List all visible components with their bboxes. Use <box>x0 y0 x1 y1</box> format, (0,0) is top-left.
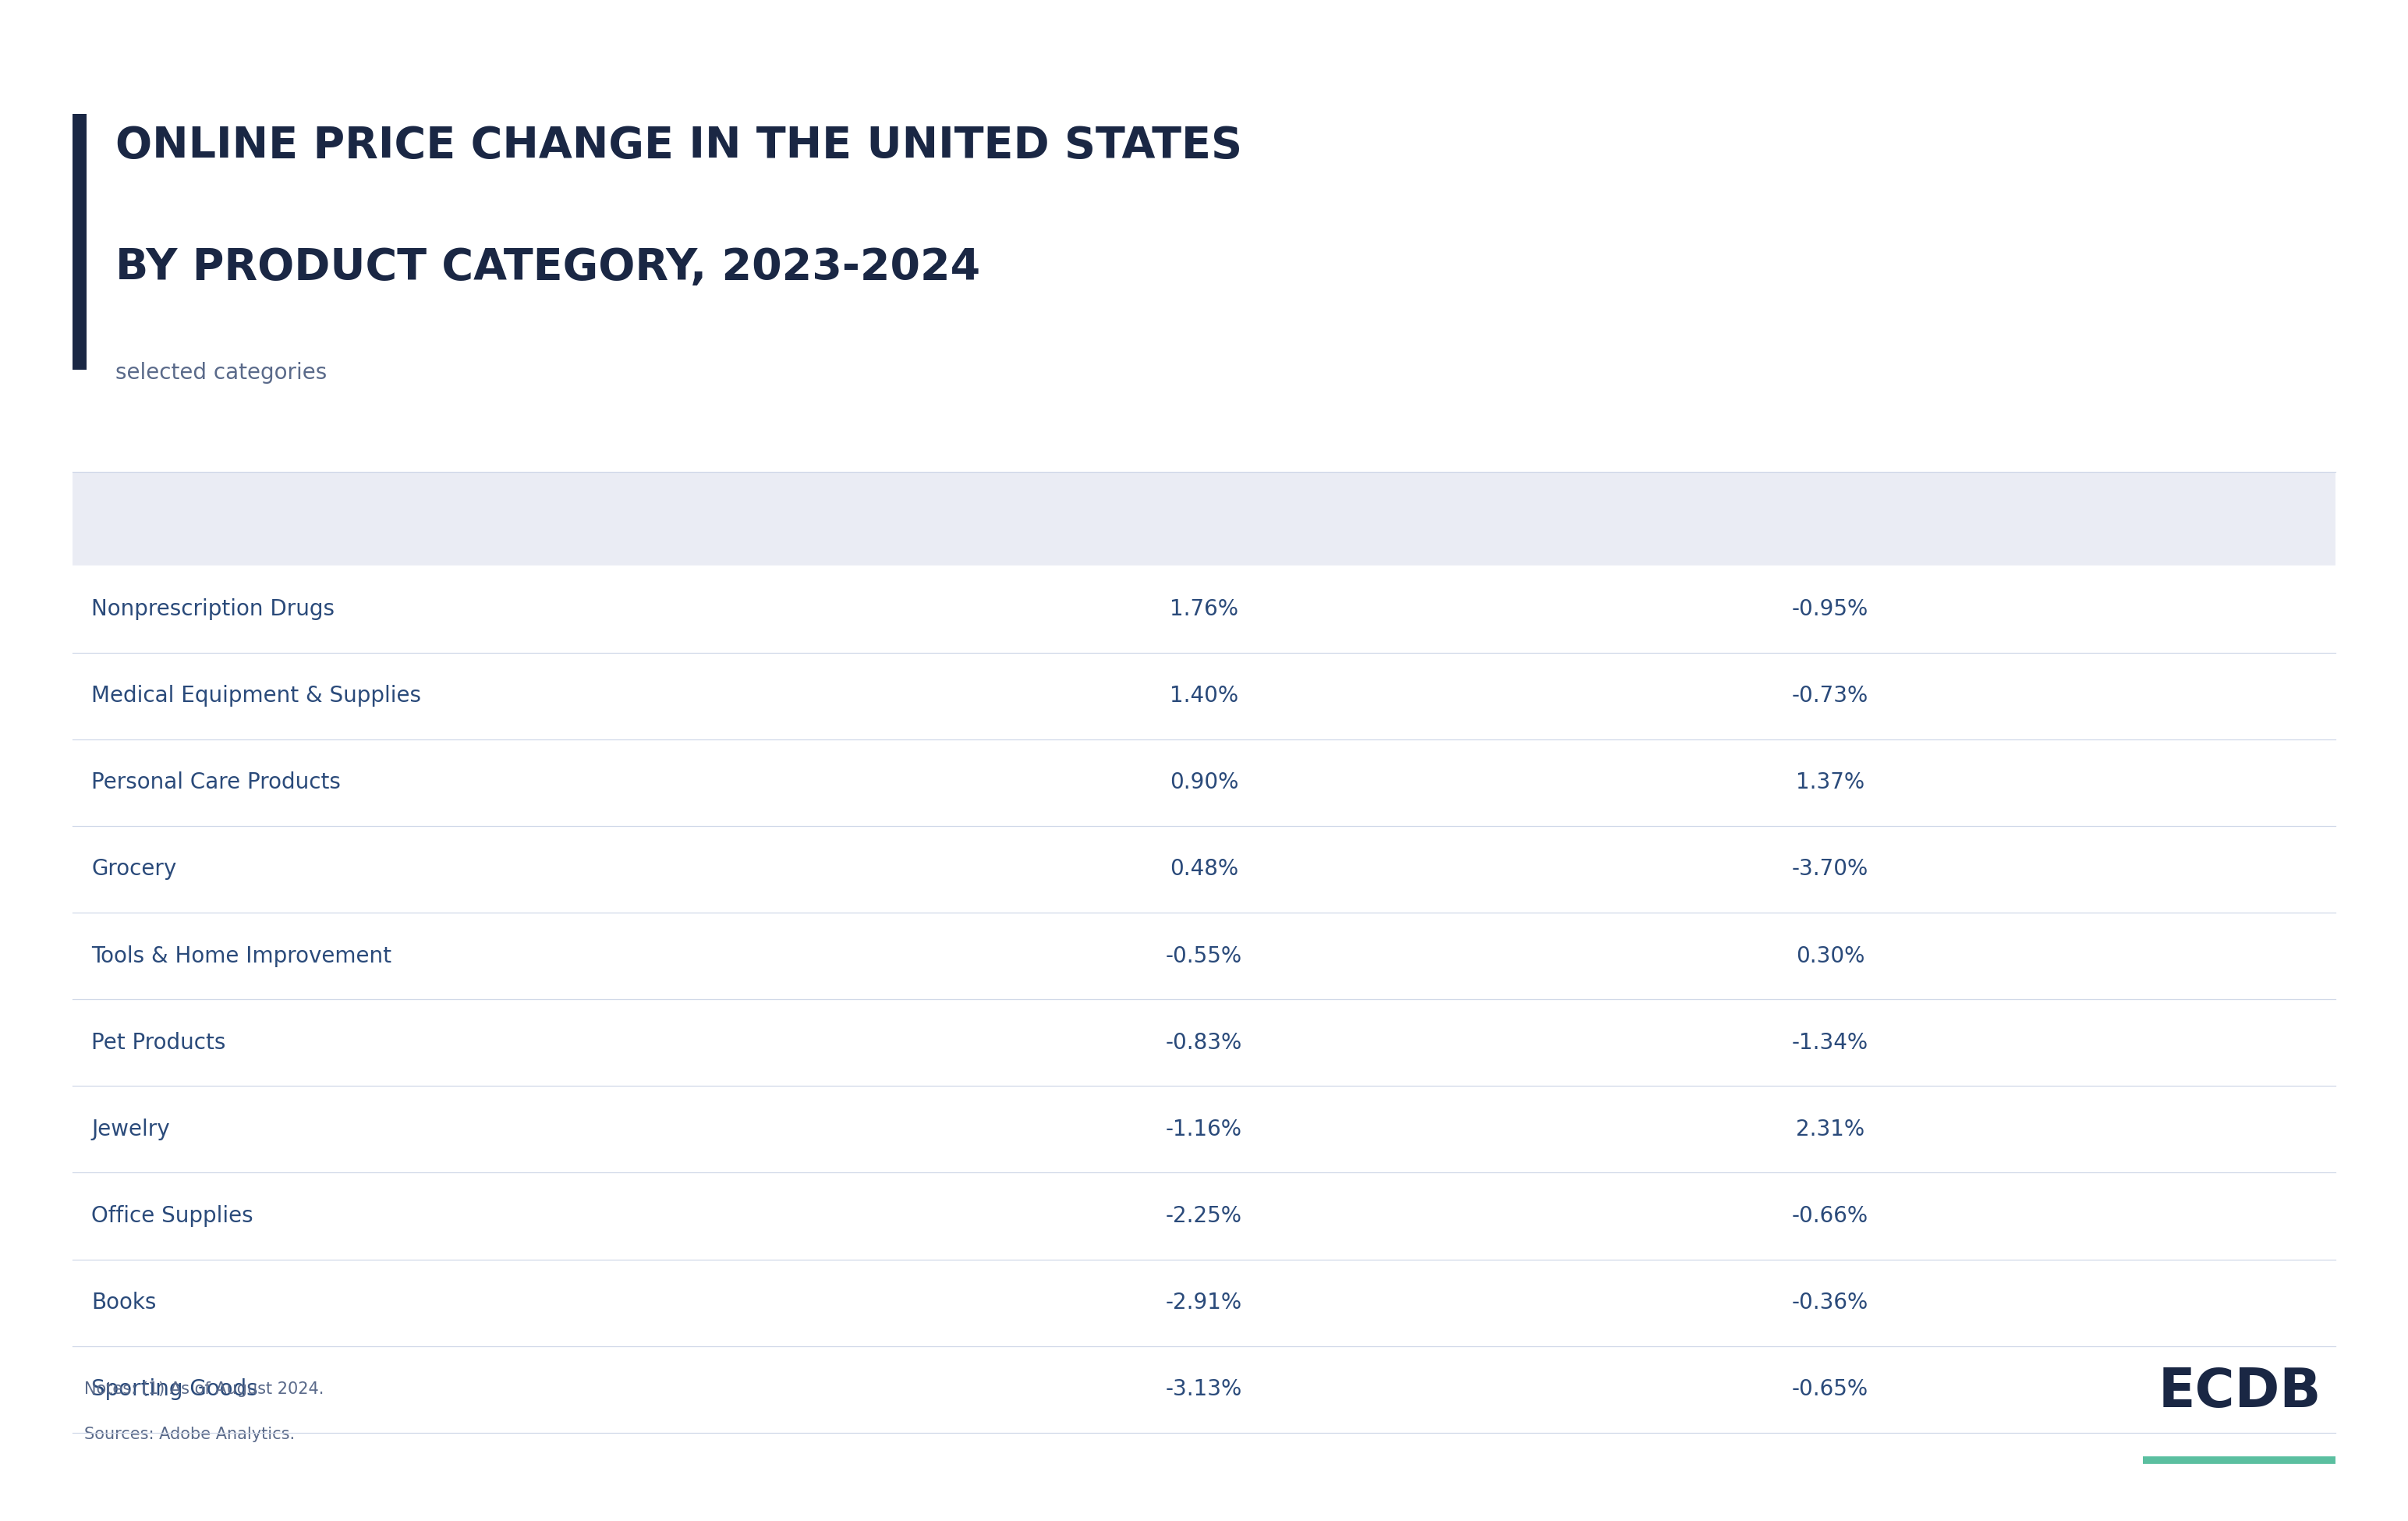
Text: Grocery: Grocery <box>92 858 176 881</box>
Text: -3.13%: -3.13% <box>1165 1378 1243 1401</box>
Text: -0.36%: -0.36% <box>1792 1291 1869 1314</box>
Text: Office Supplies: Office Supplies <box>92 1205 253 1227</box>
Text: 2.31%: 2.31% <box>1796 1118 1864 1141</box>
Text: -0.83%: -0.83% <box>1165 1031 1243 1054</box>
Text: -3.70%: -3.70% <box>1792 858 1869 881</box>
Text: Month-over-month price change¹: Month-over-month price change¹ <box>1618 508 2042 529</box>
Text: Sources: Adobe Analytics.: Sources: Adobe Analytics. <box>84 1427 294 1442</box>
Text: BY PRODUCT CATEGORY, 2023-2024: BY PRODUCT CATEGORY, 2023-2024 <box>116 246 980 289</box>
Text: -0.73%: -0.73% <box>1792 684 1869 707</box>
Text: Nonprescription Drugs: Nonprescription Drugs <box>92 598 335 621</box>
Text: Jewelry: Jewelry <box>92 1118 171 1141</box>
Text: Notes: (1) As of August 2024.: Notes: (1) As of August 2024. <box>84 1381 325 1396</box>
Text: 0.30%: 0.30% <box>1796 945 1864 967</box>
Text: ONLINE PRICE CHANGE IN THE UNITED STATES: ONLINE PRICE CHANGE IN THE UNITED STATES <box>116 125 1243 167</box>
Text: -2.91%: -2.91% <box>1165 1291 1243 1314</box>
Text: Books: Books <box>92 1291 157 1314</box>
Text: 0.90%: 0.90% <box>1170 771 1238 794</box>
Text: 1.76%: 1.76% <box>1170 598 1238 621</box>
Text: 0.48%: 0.48% <box>1170 858 1238 881</box>
Text: -2.25%: -2.25% <box>1165 1205 1243 1227</box>
Text: 1.37%: 1.37% <box>1796 771 1864 794</box>
Text: -1.34%: -1.34% <box>1792 1031 1869 1054</box>
Text: Sporting Goods: Sporting Goods <box>92 1378 258 1401</box>
Text: ECDB: ECDB <box>2158 1366 2321 1418</box>
Text: Pet Products: Pet Products <box>92 1031 226 1054</box>
Text: Medical Equipment & Supplies: Medical Equipment & Supplies <box>92 684 421 707</box>
Text: Personal Care Products: Personal Care Products <box>92 771 342 794</box>
Text: -0.65%: -0.65% <box>1792 1378 1869 1401</box>
Text: Year-over-year price change¹: Year-over-year price change¹ <box>1019 508 1389 529</box>
Text: Tools & Home Improvement: Tools & Home Improvement <box>92 945 393 967</box>
Text: -1.16%: -1.16% <box>1165 1118 1243 1141</box>
Text: -0.66%: -0.66% <box>1792 1205 1869 1227</box>
Text: -0.95%: -0.95% <box>1792 598 1869 621</box>
Text: -0.55%: -0.55% <box>1165 945 1243 967</box>
Text: selected categories: selected categories <box>116 362 327 383</box>
Text: 1.40%: 1.40% <box>1170 684 1238 707</box>
